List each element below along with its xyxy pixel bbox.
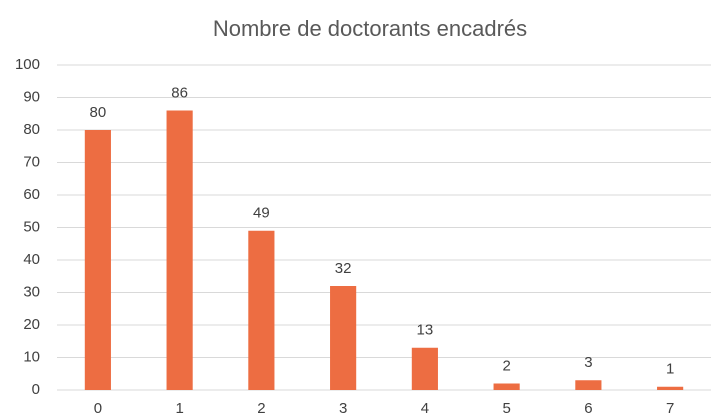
x-tick-label: 6	[584, 400, 592, 417]
data-label: 1	[666, 361, 674, 378]
y-tick-label: 50	[23, 218, 40, 235]
data-label: 80	[90, 104, 107, 121]
x-tick-label: 3	[339, 400, 347, 417]
x-tick-label: 1	[175, 400, 183, 417]
y-tick-label: 10	[23, 348, 40, 365]
x-tick-label: 4	[421, 400, 429, 417]
y-tick-label: 90	[23, 88, 40, 105]
chart-title: Nombre de doctorants encadrés	[213, 16, 527, 41]
y-tick-label: 80	[23, 121, 40, 138]
bar	[166, 110, 193, 390]
y-tick-label: 20	[23, 316, 40, 333]
y-tick-label: 30	[23, 283, 40, 300]
x-tick-label: 5	[502, 400, 510, 417]
bar	[84, 130, 111, 390]
data-label: 49	[253, 205, 270, 222]
bar	[248, 230, 275, 390]
x-tick-label: 0	[94, 400, 102, 417]
y-tick-label: 60	[23, 186, 40, 203]
data-label: 86	[171, 84, 188, 101]
y-tick-label: 40	[23, 251, 40, 268]
y-tick-label: 100	[15, 56, 40, 73]
bar	[575, 380, 602, 390]
data-label: 13	[417, 322, 434, 339]
data-label: 2	[502, 357, 510, 374]
x-tick-label: 7	[666, 400, 674, 417]
bar	[493, 383, 520, 390]
bar	[657, 386, 684, 390]
y-tick-label: 0	[32, 381, 40, 398]
bar	[330, 286, 357, 390]
x-tick-label: 2	[257, 400, 265, 417]
data-label: 32	[335, 260, 352, 277]
data-label: 3	[584, 354, 592, 371]
bar	[411, 347, 438, 390]
y-tick-label: 70	[23, 153, 40, 170]
